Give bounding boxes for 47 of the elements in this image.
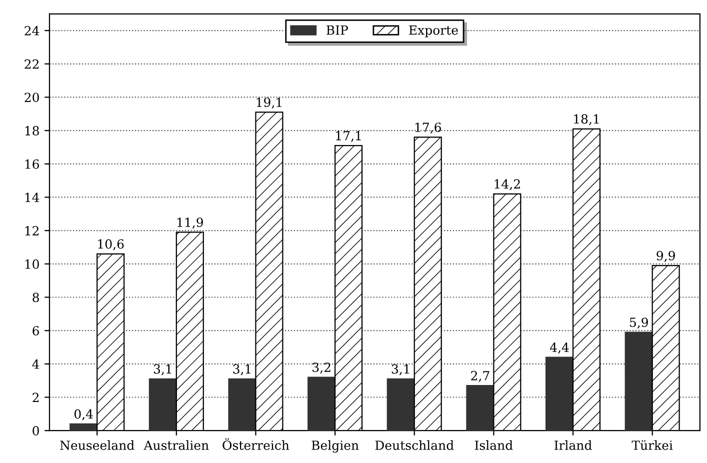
data-label: 17,1 [336,130,361,142]
bar [624,332,653,431]
y-tick-label: 8 [32,292,39,302]
y-tick-label: 10 [25,259,39,269]
data-label: 2,7 [471,370,490,382]
y-tick-label: 6 [32,326,39,336]
data-label: 5,9 [630,318,648,329]
bar [466,385,494,431]
y-tick-label: 22 [24,59,39,69]
bar [545,356,574,431]
y-tick-label: 12 [25,226,39,236]
data-label: 17,6 [415,122,441,134]
bar [386,378,415,431]
data-label: 9,9 [656,250,675,262]
legend-label: Exporte [409,26,458,38]
x-tick-label: Deutschland [375,440,454,450]
y-tick-label: 20 [24,92,39,102]
data-label: 3,2 [312,362,330,374]
bar [228,378,256,431]
y-tick-label: 16 [25,159,39,169]
bar [308,376,336,431]
data-label: 3,1 [392,364,410,376]
x-tick-label: Neuseeland [60,440,134,450]
bar [70,423,98,431]
data-label: 11,9 [178,218,203,229]
y-tick-label: 18 [25,126,39,136]
x-tick-label: Türkei [632,440,673,450]
data-label: 4,4 [550,342,569,354]
x-tick-label: Irland [554,440,592,450]
x-tick-label: Österreich [222,438,290,450]
y-tick-label: 2 [32,392,39,402]
data-label: 10,6 [98,239,124,250]
data-label: 3,1 [154,364,172,376]
x-tick-label: Belgien [312,440,359,453]
x-tick-label: Island [474,440,513,450]
data-label: 18,1 [574,114,599,126]
y-tick-label: 0 [32,426,39,436]
data-label: 19,1 [256,98,282,109]
y-tick-label: 4 [32,359,40,369]
x-tick-label: Australien [144,440,209,450]
data-label: 3,1 [233,364,250,376]
y-tick-label: 24 [24,26,40,36]
data-label: 0,4 [74,409,93,420]
bar [148,378,177,431]
data-label: 14,2 [494,179,520,190]
y-tick-label: 14 [25,192,40,202]
legend-label: BIP [326,26,348,35]
